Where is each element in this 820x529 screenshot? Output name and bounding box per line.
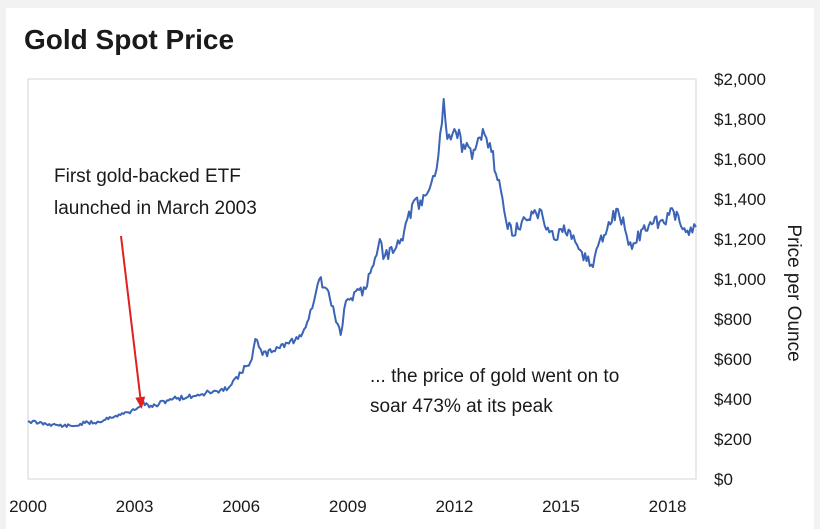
y-tick-label: $1,800 [714,110,766,129]
annotation-etf-line-2: launched in March 2003 [54,198,257,219]
y-tick-label: $1,000 [714,270,766,289]
plot-area [27,78,697,480]
annotation-arrow [120,235,142,398]
annotation-peak-line-2: soar 473% at its peak [370,396,553,417]
x-axis-ticks: 2000 2003 2006 2009 2012 2015 2018 [9,497,686,516]
annotation-etf-line-1: First gold-backed ETF [54,166,241,187]
y-tick-label: $400 [714,390,752,409]
y-tick-label: $0 [714,470,733,489]
x-tick-label: 2015 [542,497,580,516]
y-axis-ticks: $0 $200 $400 $600 $800 $1,000 $1,200 $1,400 $1,6… [714,70,766,489]
y-tick-label: $1,200 [714,230,766,249]
y-tick-label: $600 [714,350,752,369]
x-tick-label: 2012 [435,497,473,516]
x-tick-label: 2006 [222,497,260,516]
y-tick-label: $1,400 [714,190,766,209]
y-axis-label: Price per Ounce [783,224,804,361]
x-tick-label: 2018 [649,497,687,516]
x-tick-label: 2003 [116,497,154,516]
chart-title: Gold Spot Price [24,24,235,55]
annotation-arrow-head [135,396,146,409]
series-line-gold-price [27,98,697,428]
y-tick-label: $1,600 [714,150,766,169]
x-tick-label: 2000 [9,497,47,516]
x-tick-label: 2009 [329,497,367,516]
y-tick-label: $800 [714,310,752,329]
annotation-peak-line-1: ... the price of gold went on to [370,366,619,387]
y-tick-label: $200 [714,430,752,449]
y-tick-label: $2,000 [714,70,766,89]
